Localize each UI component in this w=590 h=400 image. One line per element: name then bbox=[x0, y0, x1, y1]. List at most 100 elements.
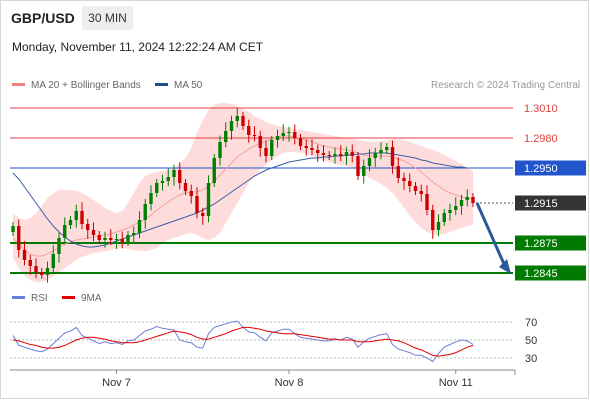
candle-body bbox=[178, 170, 182, 183]
candle-body bbox=[74, 211, 78, 220]
symbol-title: GBP/USD bbox=[11, 10, 75, 26]
candle-body bbox=[34, 266, 38, 272]
ma9-swatch-icon bbox=[62, 295, 75, 299]
candle-body bbox=[68, 220, 73, 225]
candle-body bbox=[241, 116, 245, 126]
candle-body bbox=[425, 194, 429, 210]
candle-body bbox=[373, 153, 377, 158]
candle-body bbox=[396, 166, 400, 178]
ma20-swatch-icon bbox=[12, 82, 25, 86]
candle-body bbox=[402, 178, 406, 181]
candle-body bbox=[419, 191, 423, 194]
level-label-1.2915: 1.2915 bbox=[524, 198, 558, 210]
rsi-tick-70: 70 bbox=[525, 317, 537, 329]
candle-body bbox=[11, 226, 15, 232]
candle-body bbox=[252, 135, 257, 136]
candle-body bbox=[166, 177, 170, 181]
candle-body bbox=[247, 126, 251, 135]
candle-body bbox=[448, 210, 452, 213]
candle-body bbox=[362, 166, 366, 176]
candle-body bbox=[344, 152, 349, 156]
candle-body bbox=[436, 222, 441, 230]
x-tick-label: Nov 8 bbox=[275, 377, 304, 389]
ma50-swatch-icon bbox=[155, 82, 168, 86]
candle-body bbox=[132, 233, 136, 235]
header-bar: GBP/USD 30 MIN bbox=[0, 0, 590, 36]
candle-body bbox=[287, 132, 291, 133]
level-label-1.2950: 1.2950 bbox=[524, 163, 558, 175]
candle-body bbox=[40, 272, 44, 275]
candle-body bbox=[385, 147, 389, 150]
rsi-tick-50: 50 bbox=[525, 335, 537, 347]
timestamp: Monday, November 11, 2024 12:22:24 AM CE… bbox=[12, 40, 264, 54]
candle-body bbox=[206, 183, 211, 216]
candle-body bbox=[120, 239, 124, 242]
candle-body bbox=[22, 250, 27, 260]
candle-body bbox=[235, 116, 239, 121]
candle-body bbox=[218, 142, 222, 158]
candle-body bbox=[281, 133, 285, 136]
candle-body bbox=[413, 186, 418, 191]
projection-arrow bbox=[475, 202, 506, 265]
candle-body bbox=[57, 238, 61, 254]
candle-body bbox=[275, 136, 280, 140]
candle-body bbox=[258, 136, 262, 148]
projection-arrow-head-icon bbox=[499, 259, 511, 274]
candle-body bbox=[195, 196, 199, 213]
candle-body bbox=[51, 254, 55, 268]
x-tick-label: Nov 11 bbox=[439, 377, 473, 389]
x-tick-label: Nov 7 bbox=[102, 377, 131, 389]
legend-9ma-label: 9MA bbox=[81, 293, 102, 304]
candle-body bbox=[109, 238, 113, 240]
candles bbox=[11, 108, 475, 283]
legend-rsi-label: RSI bbox=[31, 293, 48, 304]
candle-body bbox=[390, 147, 395, 166]
candle-body bbox=[379, 150, 383, 153]
candle-body bbox=[465, 197, 469, 200]
candle-body bbox=[201, 213, 205, 216]
candle-body bbox=[155, 183, 159, 193]
rsi-tick-30: 30 bbox=[525, 353, 537, 365]
candle-body bbox=[321, 153, 326, 155]
candle-body bbox=[298, 138, 303, 146]
candle-body bbox=[367, 158, 372, 166]
candle-body bbox=[97, 235, 101, 240]
candle-body bbox=[316, 150, 320, 153]
level-tag-bg bbox=[515, 235, 586, 251]
candle-body bbox=[304, 146, 308, 148]
candle-body bbox=[408, 181, 412, 186]
level-label-1.2875: 1.2875 bbox=[524, 238, 558, 250]
candle-body bbox=[28, 260, 32, 266]
candle-body bbox=[270, 140, 274, 156]
candle-body bbox=[91, 230, 96, 235]
candle-body bbox=[160, 181, 165, 183]
candle-body bbox=[431, 210, 435, 230]
rsi-9ma-line bbox=[12, 326, 474, 357]
candle-body bbox=[293, 132, 297, 138]
candle-body bbox=[471, 197, 475, 203]
candle-body bbox=[45, 268, 50, 275]
candle-body bbox=[356, 156, 360, 176]
candle-body bbox=[149, 193, 153, 204]
candle-body bbox=[137, 220, 142, 233]
candle-body bbox=[189, 191, 193, 196]
candle-body bbox=[442, 213, 446, 222]
candle-body bbox=[86, 224, 90, 230]
candle-body bbox=[310, 148, 314, 150]
candle-body bbox=[172, 170, 176, 177]
candle-body bbox=[212, 158, 216, 183]
candle-body bbox=[339, 154, 343, 156]
candle-body bbox=[459, 200, 464, 206]
candle-body bbox=[103, 238, 107, 240]
candle-body bbox=[229, 121, 234, 131]
interval-badge[interactable]: 30 MIN bbox=[82, 6, 133, 30]
level-label-1.3010: 1.3010 bbox=[524, 103, 558, 115]
candle-body bbox=[224, 131, 228, 142]
candle-body bbox=[454, 206, 458, 210]
candle-body bbox=[350, 152, 354, 156]
legend-ma50: MA 50 bbox=[155, 80, 202, 91]
legend-ma50-label: MA 50 bbox=[174, 80, 203, 91]
ma50-line bbox=[12, 152, 473, 248]
candle-body bbox=[183, 183, 188, 191]
